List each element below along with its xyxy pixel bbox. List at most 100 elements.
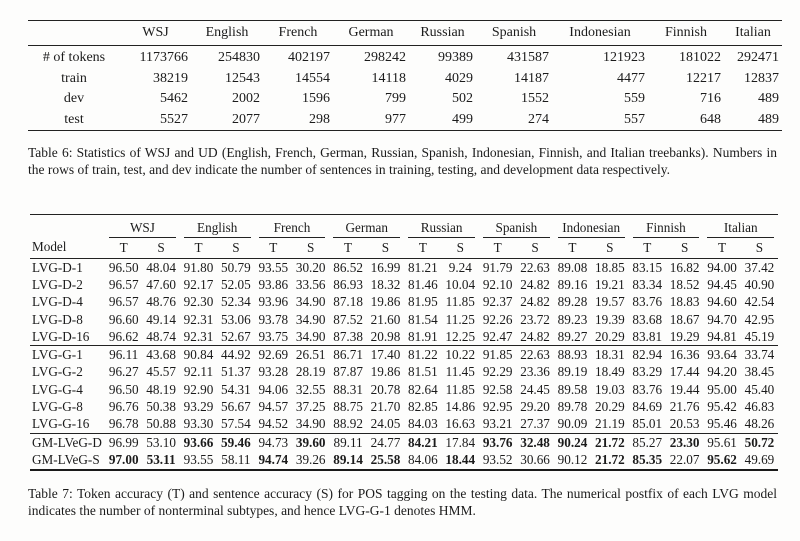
table7-cell: 24.82 <box>520 294 550 310</box>
table6-cell: 99389 <box>438 50 473 66</box>
table7-cell: 44.92 <box>217 345 255 364</box>
table7-subheader: S <box>142 238 180 259</box>
table7-cell: 45.40 <box>744 381 775 397</box>
table7-model-cell: LVG-G-1 <box>30 345 105 364</box>
table7-cell: 97.00 <box>108 451 139 467</box>
table7-cell: 26.51 <box>291 345 330 364</box>
table6-header-row: WSJ English French German Russian Spanish Indo… <box>28 20 782 46</box>
table7-model-cell: LVG-D-2 <box>32 276 83 292</box>
table7-cell: 21.72 <box>591 432 629 452</box>
table7-cell: 45.19 <box>744 328 775 344</box>
table6-cell: 274 <box>528 112 549 128</box>
table7-row: LVG-G-4 96.50 48.19 92.90 54.31 94.06 32.55 88.… <box>30 381 778 398</box>
table7-cell: 90.24 <box>553 432 592 452</box>
table7-cell: 49.69 <box>744 451 775 467</box>
table7-cell: 33.56 <box>295 276 326 292</box>
table7-model-cell: LVG-G-16 <box>32 416 90 432</box>
table7-cell: 93.52 <box>482 451 513 467</box>
table7-cell: 24.77 <box>366 432 405 452</box>
table7-cell: 16.82 <box>669 259 700 275</box>
table7-cell: 84.06 <box>408 451 438 467</box>
table7-cell: 96.27 <box>108 364 139 380</box>
table7-cell: 21.76 <box>669 399 700 415</box>
table7-cell: 19.39 <box>595 311 625 327</box>
table7-cell: 50.79 <box>221 259 251 275</box>
table7-cell: 59.46 <box>217 432 255 452</box>
table7-cell: 94.06 <box>258 381 289 397</box>
table7-model-cell: LVG-G-4 <box>32 381 83 397</box>
table7-cell: 82.64 <box>408 381 438 397</box>
table6-row-label: # of tokens <box>42 50 106 66</box>
table7-cell: 90.12 <box>557 451 588 467</box>
table6-cell: 292471 <box>737 50 779 66</box>
table7-language-label: Spanish <box>482 220 550 238</box>
table7-language-header: Finnish <box>629 215 704 238</box>
table7-cell: 18.85 <box>595 259 625 275</box>
table7-cell: 94.81 <box>707 328 737 344</box>
table7-cell: 89.78 <box>557 399 588 415</box>
table7-cell: 9.24 <box>448 259 472 275</box>
table7-model-cell: LVG-G-2 <box>32 364 83 380</box>
table7-cell: 16.99 <box>370 259 401 275</box>
table6-cell: 12543 <box>225 70 260 86</box>
table6-row: dev 5462 2002 1596 799 502 1552 559 716 489 <box>28 89 782 110</box>
table6-column-header: French <box>263 20 333 46</box>
table7-language-header: French <box>255 215 330 238</box>
table7-cell: 43.68 <box>142 345 180 364</box>
table7-cell: 23.36 <box>520 364 550 380</box>
table7-row: LVG-D-1 96.50 48.04 91.80 50.79 93.55 30.20 86.… <box>30 259 778 277</box>
table7-subheader: S <box>516 238 554 259</box>
table7-subheader: S <box>291 238 330 259</box>
table7-cell: 50.72 <box>740 432 779 452</box>
table7-cell: 19.29 <box>669 328 700 344</box>
table6-cell: 489 <box>758 91 779 107</box>
table7-cell: 11.45 <box>445 364 475 380</box>
table7-cell: 88.93 <box>553 345 592 364</box>
table7-cell: 93.55 <box>183 451 214 467</box>
table7-cell: 82.94 <box>628 345 666 364</box>
table7-cell: 96.99 <box>105 432 143 452</box>
table7-cell: 89.58 <box>557 381 588 397</box>
table7-row: LVG-D-4 96.57 48.76 92.30 52.34 93.96 34.90 87.… <box>30 294 778 311</box>
table7-cell: 82.85 <box>408 399 438 415</box>
table7-cell: 81.51 <box>408 364 438 380</box>
table6-cell: 254830 <box>218 50 260 66</box>
table7-model-cell: LVG-D-16 <box>32 328 90 344</box>
table6-row: # of tokens 1173766 254830 402197 298242 9938… <box>28 46 782 69</box>
table7-cell: 92.47 <box>482 328 513 344</box>
table7-cell: 20.78 <box>370 381 401 397</box>
table6-column-header: Italian <box>724 20 782 46</box>
table7-cell: 88.31 <box>333 381 363 397</box>
table7-cell: 18.44 <box>445 451 476 467</box>
table7-body: LVG-D-1 96.50 48.04 91.80 50.79 93.55 30.20 86.… <box>30 259 779 470</box>
table7-cell: 33.74 <box>740 345 779 364</box>
table7-cell: 96.11 <box>105 345 143 364</box>
table7-cell: 22.63 <box>520 259 550 275</box>
table7-cell: 40.90 <box>744 276 775 292</box>
table7-cell: 23.72 <box>520 311 550 327</box>
table7-cell: 83.76 <box>632 381 663 397</box>
table7-language-header: WSJ <box>105 215 180 238</box>
table7-cell: 95.42 <box>707 399 737 415</box>
table7-subheader: T <box>105 238 143 259</box>
table7-cell: 89.19 <box>557 364 588 380</box>
table7-cell: 21.70 <box>370 399 401 415</box>
table7-subheader: T <box>628 238 666 259</box>
table7-cell: 85.27 <box>628 432 666 452</box>
table7-cell: 83.68 <box>632 311 663 327</box>
table7-cell: 24.82 <box>520 328 550 344</box>
table7-subheader: S <box>217 238 255 259</box>
table6-row: test 5527 2077 298 977 499 274 557 648 489 <box>28 110 782 131</box>
table7-cell: 21.72 <box>595 451 625 467</box>
table7-cell: 95.62 <box>707 451 737 467</box>
table7-cell: 91.85 <box>478 345 517 364</box>
table7-cell: 48.74 <box>146 328 176 344</box>
table7-row: GM-LVeG-D 96.99 53.10 93.66 59.46 94.73 39.60 8… <box>30 432 779 452</box>
table6-cell: 648 <box>700 112 721 128</box>
table7-cell: 22.07 <box>669 451 700 467</box>
table7-cell: 25.58 <box>370 451 401 467</box>
table7-cell: 88.75 <box>333 399 363 415</box>
table7-cell: 45.57 <box>146 364 176 380</box>
